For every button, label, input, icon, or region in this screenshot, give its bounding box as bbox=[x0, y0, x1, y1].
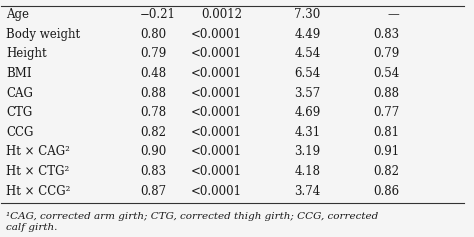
Text: 0.79: 0.79 bbox=[373, 47, 399, 60]
Text: Ht × CTG²: Ht × CTG² bbox=[6, 165, 69, 178]
Text: 0.54: 0.54 bbox=[373, 67, 399, 80]
Text: <0.0001: <0.0001 bbox=[191, 145, 242, 158]
Text: 4.49: 4.49 bbox=[294, 28, 320, 41]
Text: <0.0001: <0.0001 bbox=[191, 47, 242, 60]
Text: <0.0001: <0.0001 bbox=[191, 126, 242, 139]
Text: <0.0001: <0.0001 bbox=[191, 87, 242, 100]
Text: 4.18: 4.18 bbox=[295, 165, 320, 178]
Text: 0.88: 0.88 bbox=[140, 87, 166, 100]
Text: 6.54: 6.54 bbox=[294, 67, 320, 80]
Text: 0.78: 0.78 bbox=[140, 106, 166, 119]
Text: Ht × CCG²: Ht × CCG² bbox=[6, 184, 71, 197]
Text: 7.30: 7.30 bbox=[294, 8, 320, 21]
Text: BMI: BMI bbox=[6, 67, 32, 80]
Text: 0.86: 0.86 bbox=[373, 184, 399, 197]
Text: 0.88: 0.88 bbox=[373, 87, 399, 100]
Text: 3.57: 3.57 bbox=[294, 87, 320, 100]
Text: 3.74: 3.74 bbox=[294, 184, 320, 197]
Text: 0.87: 0.87 bbox=[140, 184, 166, 197]
Text: <0.0001: <0.0001 bbox=[191, 67, 242, 80]
Text: Age: Age bbox=[6, 8, 29, 21]
Text: CCG: CCG bbox=[6, 126, 33, 139]
Text: 0.0012: 0.0012 bbox=[201, 8, 242, 21]
Text: <0.0001: <0.0001 bbox=[191, 106, 242, 119]
Text: 0.80: 0.80 bbox=[140, 28, 166, 41]
Text: 0.79: 0.79 bbox=[140, 47, 166, 60]
Text: <0.0001: <0.0001 bbox=[191, 28, 242, 41]
Text: 4.54: 4.54 bbox=[294, 47, 320, 60]
Text: 0.91: 0.91 bbox=[373, 145, 399, 158]
Text: —: — bbox=[388, 8, 399, 21]
Text: 4.31: 4.31 bbox=[294, 126, 320, 139]
Text: <0.0001: <0.0001 bbox=[191, 184, 242, 197]
Text: Height: Height bbox=[6, 47, 46, 60]
Text: CAG: CAG bbox=[6, 87, 33, 100]
Text: 0.48: 0.48 bbox=[140, 67, 166, 80]
Text: Body weight: Body weight bbox=[6, 28, 80, 41]
Text: 3.19: 3.19 bbox=[294, 145, 320, 158]
Text: 0.82: 0.82 bbox=[140, 126, 166, 139]
Text: <0.0001: <0.0001 bbox=[191, 165, 242, 178]
Text: 0.83: 0.83 bbox=[373, 28, 399, 41]
Text: 0.90: 0.90 bbox=[140, 145, 166, 158]
Text: Ht × CAG²: Ht × CAG² bbox=[6, 145, 70, 158]
Text: 0.83: 0.83 bbox=[140, 165, 166, 178]
Text: 0.82: 0.82 bbox=[373, 165, 399, 178]
Text: −0.21: −0.21 bbox=[140, 8, 176, 21]
Text: 0.81: 0.81 bbox=[373, 126, 399, 139]
Text: 4.69: 4.69 bbox=[294, 106, 320, 119]
Text: CTG: CTG bbox=[6, 106, 32, 119]
Text: ¹CAG, corrected arm girth; CTG, corrected thigh girth; CCG, corrected
calf girth: ¹CAG, corrected arm girth; CTG, correcte… bbox=[6, 212, 378, 232]
Text: 0.77: 0.77 bbox=[373, 106, 399, 119]
